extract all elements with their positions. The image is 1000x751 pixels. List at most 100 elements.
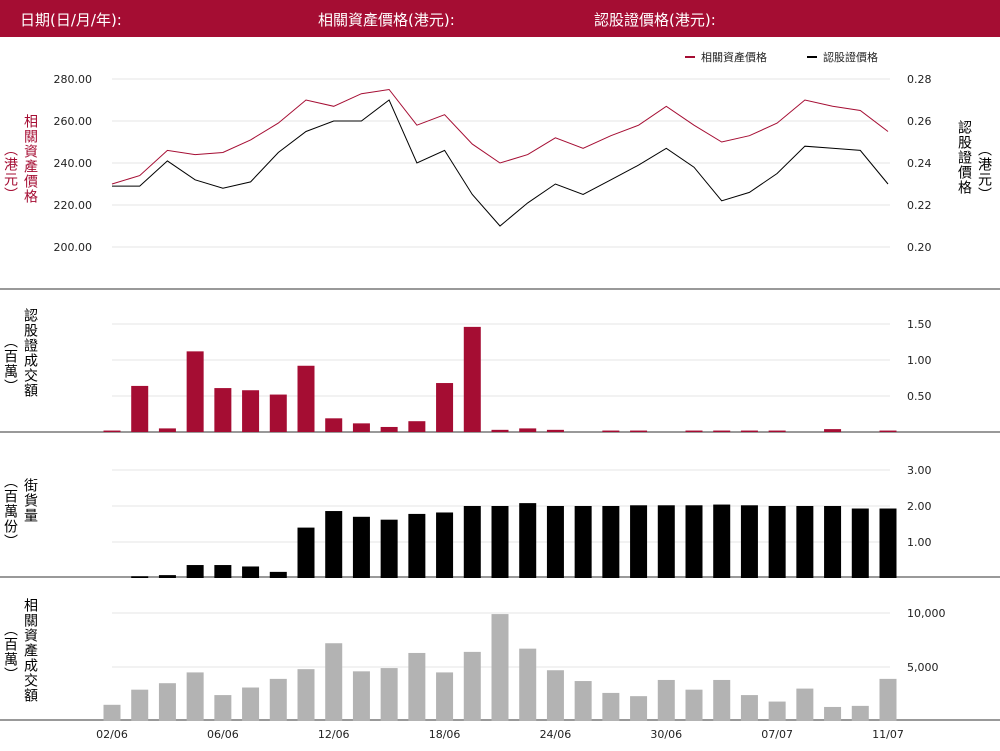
outstanding-bar (796, 506, 814, 578)
outstanding-bar (158, 575, 176, 578)
underlying-turnover-bar (574, 681, 592, 721)
underlying-turnover-bar (131, 689, 149, 721)
warrant-turnover-bar (491, 429, 509, 432)
left-tick-label: 200.00 (54, 241, 93, 254)
date-label: 日期(日/月/年): (20, 11, 122, 29)
outstanding-bar (380, 519, 398, 578)
underlying-turnover-bar (519, 648, 537, 721)
underlying-turnover-bar (186, 672, 204, 721)
left-tick-label: 240.00 (54, 157, 93, 170)
warrant-turnover-bar (242, 390, 260, 432)
warrant-turnover-bar (186, 351, 204, 432)
warrant-price-label: 認股證價格(港元): (594, 11, 716, 29)
underlying-turnover-tick-label: 10,000 (907, 607, 946, 620)
outstanding-tick-label: 1.00 (907, 536, 932, 549)
warrant-turnover-bar (630, 430, 648, 432)
warrant-turnover-tick-label: 0.50 (907, 390, 932, 403)
warrant-turnover-bar (685, 430, 703, 432)
underlying-turnover-bar (713, 679, 731, 721)
left-unit-label: （港元） (2, 142, 18, 202)
outstanding-bar (325, 511, 343, 578)
outstanding-bar (242, 566, 260, 578)
underlying-turnover-bar (851, 705, 869, 721)
warrant-turnover-bar (103, 430, 121, 432)
warrant-turnover-bar (740, 430, 758, 432)
outstanding-bar (491, 506, 509, 578)
underlying-price-axis-title: 相關資產價格 (22, 114, 38, 204)
underlying-turnover-unit-label: （百萬） (2, 622, 18, 682)
underlying-turnover-bar (158, 683, 176, 721)
underlying-turnover-bar (685, 689, 703, 721)
warrant-turnover-bar (768, 430, 786, 432)
x-tick-label: 07/07 (761, 728, 793, 741)
outstanding-bar (546, 506, 564, 578)
x-tick-label: 30/06 (650, 728, 682, 741)
outstanding-bar (352, 516, 370, 578)
underlying-turnover-bar (103, 704, 121, 721)
outstanding-bar (768, 506, 786, 578)
x-tick-label: 02/06 (96, 728, 128, 741)
warrant-turnover-bar (824, 429, 842, 432)
right-tick-label: 0.26 (907, 115, 932, 128)
underlying-turnover-bar (602, 692, 620, 721)
outstanding-bar (186, 565, 204, 578)
turnover-unit-label: （百萬） (2, 334, 18, 394)
right-tick-label: 0.24 (907, 157, 932, 170)
warrant-turnover-bar (463, 326, 481, 432)
header-bar: 日期(日/月/年): 相關資產價格(港元): 認股證價格(港元): (0, 0, 1000, 37)
underlying-turnover-bar (768, 701, 786, 721)
right-tick-label: 0.22 (907, 199, 932, 212)
underlying-turnover-bar (796, 688, 814, 721)
outstanding-bar (630, 505, 648, 578)
underlying-turnover-bar (824, 706, 842, 721)
warrant-turnover-bar (214, 388, 232, 432)
underlying-turnover-bar (352, 671, 370, 721)
outstanding-bar (519, 503, 537, 578)
underlying-turnover-bar (325, 643, 343, 721)
x-tick-label: 11/07 (872, 728, 904, 741)
warrant-turnover-bar (602, 430, 620, 432)
outstanding-axis-title: 街貨量 (22, 478, 38, 523)
outstanding-bar (463, 506, 481, 578)
underlying-turnover-bar (546, 670, 564, 721)
underlying-turnover-bar (297, 669, 315, 721)
warrant-turnover-bar (158, 428, 176, 432)
outstanding-bar (685, 505, 703, 578)
underlying-turnover-bar (242, 687, 260, 721)
underlying-turnover-bar (657, 679, 675, 721)
warrant-turnover-bar (879, 430, 897, 432)
underlying-turnover-bar (491, 614, 509, 721)
outstanding-bar (657, 505, 675, 578)
warrant-turnover-bar (325, 418, 343, 432)
left-tick-label: 260.00 (54, 115, 93, 128)
right-unit-label: （港元） (976, 142, 992, 202)
outstanding-tick-label: 2.00 (907, 500, 932, 513)
warrant-turnover-bar (713, 430, 731, 432)
underlying-turnover-bar (879, 678, 897, 721)
right-tick-label: 0.20 (907, 241, 932, 254)
warrant-turnover-bar (408, 421, 426, 432)
outstanding-bar (824, 506, 842, 578)
outstanding-unit-label: （百萬份） (2, 474, 18, 549)
legend-warrant-label: 認股證價格 (823, 50, 878, 64)
underlying-turnover-tick-label: 5,000 (907, 661, 939, 674)
outstanding-bar (713, 504, 731, 578)
outstanding-bar (851, 508, 869, 578)
outstanding-bar (574, 506, 592, 578)
warrant-turnover-tick-label: 1.00 (907, 354, 932, 367)
underlying-turnover-bar (269, 678, 287, 721)
warrant-price-axis-title: 認股證價格 (956, 120, 972, 195)
x-tick-label: 12/06 (318, 728, 350, 741)
outstanding-bar (408, 513, 426, 578)
warrant-turnover-axis-title: 認股證成交額 (22, 308, 38, 398)
underlying-price-line (111, 88, 889, 185)
underlying-turnover-bar (630, 696, 648, 721)
outstanding-bar (214, 565, 232, 578)
legend-underlying-label: 相關資產價格 (701, 50, 767, 64)
underlying-turnover-bar (463, 651, 481, 721)
x-tick-label: 18/06 (429, 728, 461, 741)
underlying-turnover-bar (408, 652, 426, 721)
underlying-price-label: 相關資產價格(港元): (318, 11, 455, 29)
right-tick-label: 0.28 (907, 73, 932, 86)
